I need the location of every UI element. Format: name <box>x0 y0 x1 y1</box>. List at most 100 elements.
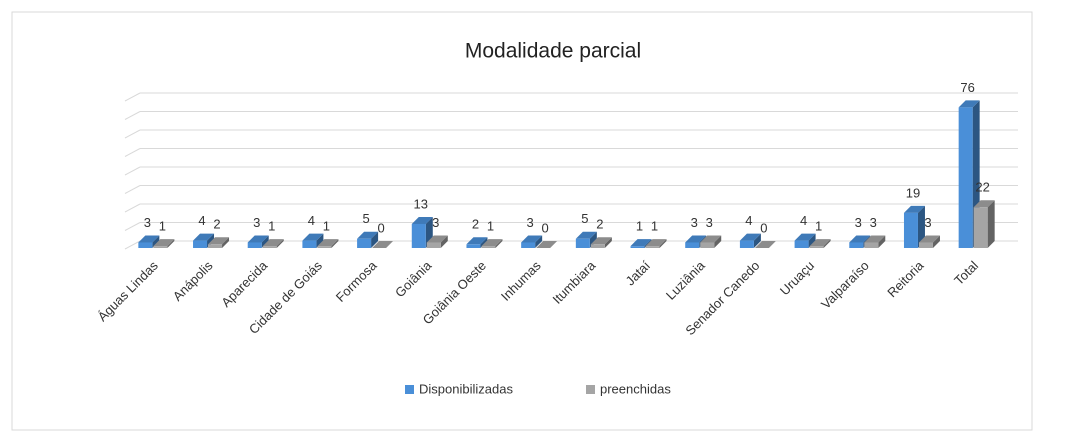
bar-top <box>536 241 558 248</box>
chart-frame <box>11 11 1033 431</box>
bar-top <box>138 235 160 243</box>
bar <box>685 242 700 248</box>
bar <box>918 242 933 248</box>
grid-line-depth <box>124 148 141 157</box>
grid-line-depth <box>124 185 141 194</box>
bar-side <box>535 235 543 248</box>
data-label: 1 <box>268 219 275 234</box>
bar-top <box>208 237 230 245</box>
data-label: 3 <box>144 215 151 230</box>
bar-side <box>659 239 667 248</box>
bar-top <box>153 239 175 247</box>
data-label: 3 <box>870 215 877 230</box>
bar-side <box>222 237 230 248</box>
bar-top <box>193 233 215 241</box>
bar <box>973 207 988 248</box>
bar-top <box>466 237 488 245</box>
data-label: 4 <box>745 213 752 228</box>
bar <box>302 240 317 248</box>
legend-swatch <box>586 385 595 394</box>
bar <box>809 246 824 248</box>
bar-top <box>302 233 324 241</box>
bar <box>317 246 332 248</box>
bar <box>903 212 918 248</box>
bar <box>645 246 660 248</box>
grid-line-depth <box>124 222 141 231</box>
bar-side <box>932 235 940 248</box>
bar-top <box>372 241 394 248</box>
grid-line-depth <box>124 203 141 213</box>
bar <box>411 223 426 248</box>
bar-side <box>316 233 324 248</box>
bar-side <box>808 233 816 248</box>
bar-top <box>754 241 776 248</box>
legend-swatch <box>405 385 414 394</box>
bar <box>208 244 223 248</box>
bar-side <box>167 239 175 248</box>
bar-side <box>878 235 886 248</box>
bar-top <box>700 235 722 243</box>
bar <box>739 240 754 248</box>
bar-top <box>864 235 886 243</box>
data-label: 1 <box>159 219 166 234</box>
bar-side <box>480 237 488 248</box>
bar-top <box>809 239 831 247</box>
bar-top <box>426 235 448 243</box>
legend-label: Disponibilizadas <box>419 381 513 396</box>
bar-top <box>575 231 597 239</box>
grid-line-depth <box>124 240 141 250</box>
data-label: 3 <box>924 215 931 230</box>
data-label: 1 <box>815 219 822 234</box>
bar-top <box>903 205 925 213</box>
data-label: 3 <box>432 215 439 230</box>
bar-top <box>630 239 652 247</box>
data-label: 4 <box>198 213 205 228</box>
bar <box>794 240 809 248</box>
bar <box>481 246 496 248</box>
bar-top <box>973 200 995 208</box>
data-label: 5 <box>362 211 369 226</box>
data-label: 5 <box>581 211 588 226</box>
bar-top <box>521 235 543 243</box>
bar-top <box>481 239 503 247</box>
bar-top <box>590 237 612 245</box>
grid-line-depth <box>124 129 141 139</box>
bar-top <box>262 239 284 247</box>
bar-side <box>604 237 612 248</box>
data-label: 3 <box>253 215 260 230</box>
bar <box>521 242 536 248</box>
bar <box>958 107 973 249</box>
data-label: 3 <box>855 215 862 230</box>
grid-line-depth <box>124 111 141 120</box>
bar <box>193 240 208 248</box>
bar-side <box>987 200 995 248</box>
grid-line-depth <box>124 92 141 102</box>
bar <box>700 242 715 248</box>
data-label: 2 <box>596 217 603 232</box>
bar-top <box>411 216 433 224</box>
bar <box>630 246 645 248</box>
bar-side <box>823 239 831 248</box>
bar-side <box>495 239 503 248</box>
data-label: 1 <box>487 219 494 234</box>
data-label: 76 <box>960 80 974 95</box>
data-label: 13 <box>414 196 428 211</box>
bar-side <box>917 205 925 248</box>
bar-side <box>331 239 339 248</box>
bar-side <box>276 239 284 248</box>
data-label: 1 <box>651 219 658 234</box>
bar <box>426 242 441 248</box>
data-label: 4 <box>800 213 807 228</box>
bar <box>138 242 153 248</box>
bar-top <box>739 233 761 241</box>
chart-title: Modalidade parcial <box>465 40 641 63</box>
bar <box>466 244 481 248</box>
bar <box>849 242 864 248</box>
data-label: 3 <box>706 215 713 230</box>
data-label: 0 <box>760 220 767 235</box>
data-label: 0 <box>542 220 549 235</box>
data-label: 22 <box>975 180 989 195</box>
data-label: 3 <box>527 215 534 230</box>
grid-line-depth <box>124 166 141 176</box>
data-label: 0 <box>377 220 384 235</box>
